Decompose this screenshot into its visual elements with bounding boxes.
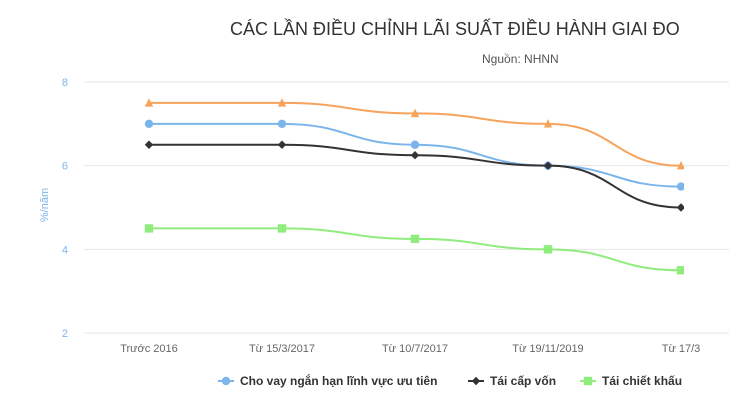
legend-label: Cho vay ngắn hạn lĩnh vực ưu tiên xyxy=(240,373,437,388)
legend-item-1[interactable]: Cho vay ngắn hạn lĩnh vực ưu tiên xyxy=(218,373,437,388)
data-point-0-3 xyxy=(543,119,553,128)
x-tick-label: Từ 15/3/2017 xyxy=(249,343,315,355)
x-axis-ticks: Trước 2016 Từ 15/3/2017 Từ 10/7/2017 Từ 19/… xyxy=(120,343,700,355)
data-point-0-2 xyxy=(410,108,420,118)
data-point-2-0 xyxy=(144,140,154,149)
y-tick-label: 2 xyxy=(62,328,68,340)
legend[interactable]: Cho vay ngắn hạn lĩnh vực ưu tiên Tái cấp… xyxy=(218,373,682,388)
data-point-1-0 xyxy=(144,119,154,129)
data-point-2-2 xyxy=(410,151,420,160)
series-layer xyxy=(144,98,684,275)
data-point-3-4 xyxy=(676,266,684,275)
data-point-0-0 xyxy=(144,98,154,107)
data-point-3-3 xyxy=(543,245,553,254)
y-axis-ticks: 2 4 6 8 xyxy=(62,77,68,340)
data-point-3-0 xyxy=(144,224,154,233)
data-point-1-2 xyxy=(410,140,420,149)
y-tick-label: 6 xyxy=(62,161,68,173)
data-point-3-2 xyxy=(410,234,420,244)
legend-marker xyxy=(471,376,481,386)
data-point-1-1 xyxy=(277,119,287,129)
chart-title: CÁC LẦN ĐIỀU CHỈNH LÃI SUẤT ĐIỀU HÀNH GI… xyxy=(230,18,680,39)
legend-label: Tái cấp vốn xyxy=(490,374,556,388)
data-point-0-4 xyxy=(676,160,684,170)
data-point-2-1 xyxy=(277,140,287,149)
data-point-2-4 xyxy=(676,203,684,212)
series-2 xyxy=(144,140,684,212)
x-tick-label: Trước 2016 xyxy=(120,343,178,355)
data-point-2-3 xyxy=(543,161,553,170)
data-point-1-4 xyxy=(676,182,684,191)
data-point-3-1 xyxy=(277,224,287,233)
series-0 xyxy=(144,98,684,170)
data-point-0-1 xyxy=(277,98,287,107)
legend-marker xyxy=(583,376,593,386)
gridlines xyxy=(84,81,729,334)
y-tick-label: 8 xyxy=(62,77,68,89)
legend-label: Tái chiết khấu xyxy=(602,374,682,388)
series-3 xyxy=(144,224,684,275)
legend-item-3[interactable]: Tái chiết khấu xyxy=(580,374,682,388)
chart-subtitle: Nguồn: NHNN xyxy=(482,52,559,66)
x-tick-label: Từ 10/7/2017 xyxy=(382,343,448,355)
y-tick-label: 4 xyxy=(62,244,68,256)
y-axis-label: %/năm xyxy=(39,188,51,222)
x-tick-label: Từ 19/11/2019 xyxy=(512,343,583,355)
x-tick-label: Từ 17/3 xyxy=(662,343,701,355)
legend-item-2[interactable]: Tái cấp vốn xyxy=(468,374,556,388)
legend-marker xyxy=(221,376,231,386)
